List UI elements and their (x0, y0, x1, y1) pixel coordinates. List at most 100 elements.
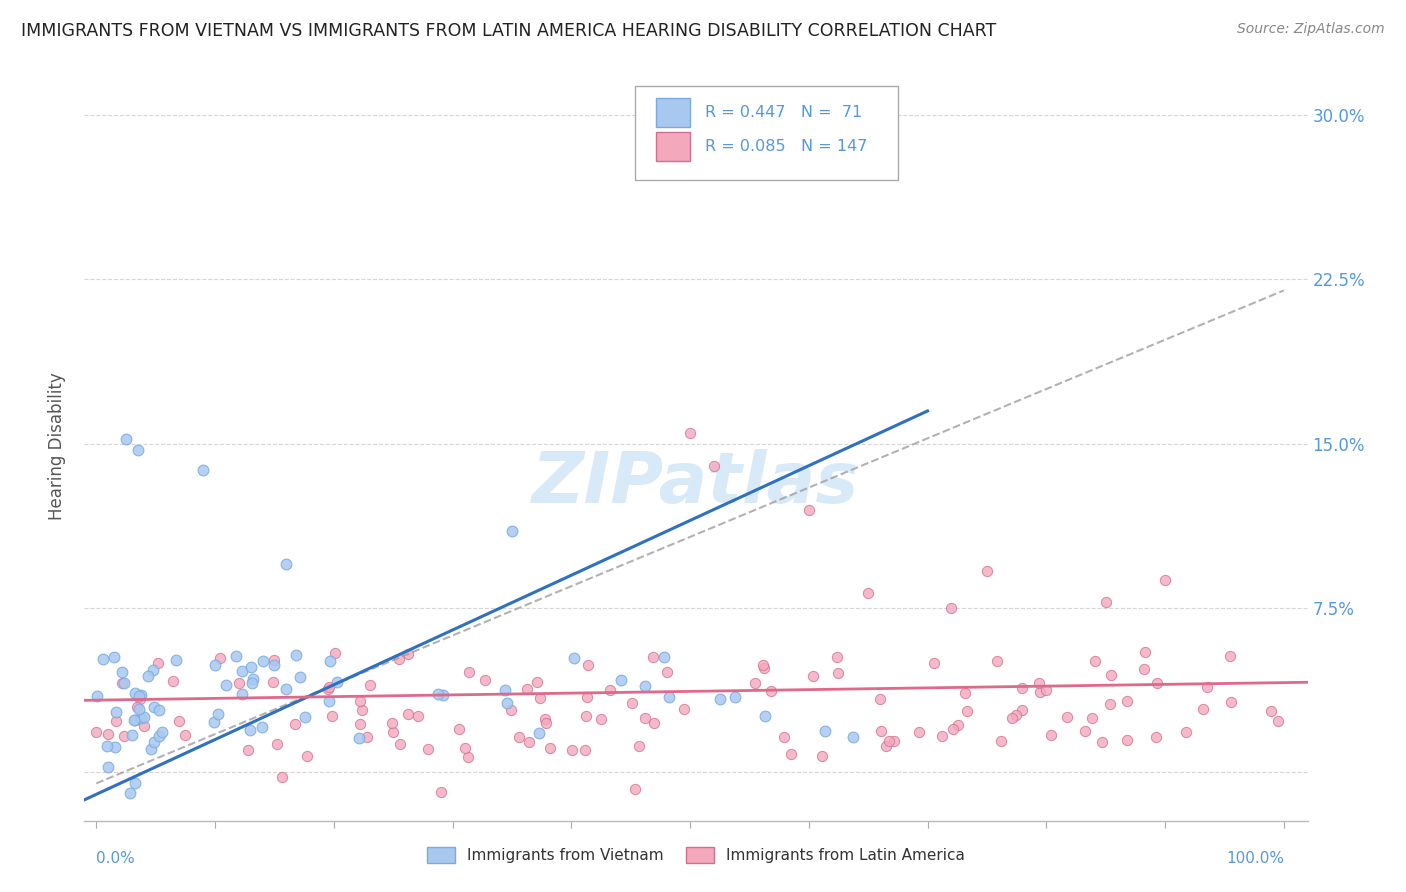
Point (294, 710, 316, 724)
Point (202, 715, 225, 730)
Point (810, 748, 832, 763)
Text: ZIPatlas: ZIPatlas (533, 449, 859, 518)
Point (112, 675, 135, 690)
Point (142, 700, 165, 714)
Point (1035, 683, 1057, 698)
Point (499, 703, 522, 717)
Point (148, 729, 170, 743)
Point (406, 709, 429, 723)
Point (709, 691, 731, 706)
Point (870, 724, 893, 739)
Point (1011, 681, 1033, 695)
Point (1144, 730, 1167, 744)
Point (118, 786, 141, 800)
Point (295, 749, 318, 764)
Text: R = 0.085   N = 147: R = 0.085 N = 147 (704, 139, 868, 153)
Point (124, 776, 146, 790)
Point (388, 652, 411, 666)
Point (162, 674, 184, 689)
Point (516, 681, 538, 696)
Point (91, 652, 114, 666)
Point (946, 718, 969, 732)
Point (136, 669, 159, 683)
Point (142, 735, 165, 749)
Point (104, 705, 127, 719)
Point (1135, 645, 1157, 659)
Point (447, 723, 470, 737)
Text: IMMIGRANTS FROM VIETNAM VS IMMIGRANTS FROM LATIN AMERICA HEARING DISABILITY CORR: IMMIGRANTS FROM VIETNAM VS IMMIGRANTS FR… (21, 22, 997, 40)
Point (643, 650, 665, 665)
Point (655, 665, 678, 679)
Point (381, 716, 404, 731)
Point (561, 743, 583, 757)
Point (388, 737, 411, 751)
Point (270, 770, 292, 784)
Point (1028, 676, 1050, 690)
Point (112, 729, 135, 743)
Point (426, 687, 449, 701)
Point (262, 674, 284, 689)
Point (942, 723, 965, 737)
Point (1081, 711, 1104, 725)
Point (128, 689, 150, 703)
Point (877, 734, 900, 748)
Point (215, 678, 238, 692)
Point (953, 686, 976, 700)
Point (323, 646, 346, 660)
Point (316, 682, 339, 697)
Point (238, 723, 260, 738)
Point (574, 743, 596, 757)
Point (396, 707, 419, 722)
Text: R = 0.447   N =  71: R = 0.447 N = 71 (704, 105, 862, 120)
Point (104, 714, 127, 729)
Point (207, 706, 229, 721)
Point (773, 730, 796, 744)
Point (1084, 654, 1107, 668)
Point (474, 673, 496, 688)
Point (191, 463, 214, 477)
Point (990, 733, 1012, 747)
Text: Source: ZipAtlas.com: Source: ZipAtlas.com (1237, 22, 1385, 37)
Point (457, 750, 479, 764)
Point (744, 676, 766, 690)
Point (141, 741, 163, 756)
Y-axis label: Hearing Disability: Hearing Disability (48, 372, 66, 520)
Point (576, 690, 599, 704)
Point (931, 729, 953, 743)
Point (129, 711, 152, 725)
Point (318, 680, 340, 694)
Point (634, 711, 657, 725)
Point (538, 740, 561, 755)
Point (869, 692, 891, 706)
Point (673, 702, 696, 716)
Point (382, 725, 405, 739)
Point (825, 650, 848, 665)
Point (754, 709, 776, 723)
Point (1154, 573, 1177, 587)
Point (529, 691, 551, 706)
Point (610, 673, 633, 687)
Point (624, 782, 647, 797)
Point (1029, 684, 1052, 698)
Point (347, 731, 370, 745)
Point (643, 716, 665, 731)
Point (204, 657, 226, 672)
Point (908, 724, 931, 739)
Point (250, 720, 273, 734)
Point (350, 703, 373, 717)
Point (321, 709, 343, 723)
Point (96, 739, 118, 754)
Point (274, 681, 297, 696)
Point (797, 502, 820, 516)
Point (496, 696, 519, 710)
FancyBboxPatch shape (655, 98, 690, 127)
Point (319, 654, 342, 668)
Point (1116, 733, 1139, 747)
Point (875, 739, 897, 754)
Point (856, 586, 879, 600)
Point (458, 665, 481, 679)
Point (97, 760, 120, 774)
Point (976, 564, 998, 578)
Point (658, 690, 681, 704)
Point (752, 658, 775, 673)
